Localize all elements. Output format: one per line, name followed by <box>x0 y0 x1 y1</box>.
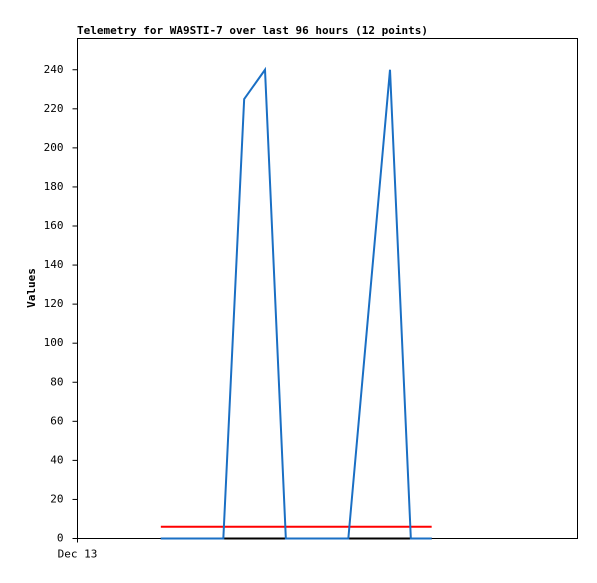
y-tick-label: 120 <box>44 297 64 310</box>
y-tick-label: 200 <box>44 141 64 154</box>
y-tick-label: 60 <box>50 414 63 427</box>
y-tick-label: 0 <box>57 532 64 545</box>
chart-title: Telemetry for WA9STI-7 over last 96 hour… <box>77 24 428 37</box>
y-tick-label: 20 <box>50 492 63 505</box>
y-axis-label: Values <box>25 268 38 308</box>
y-tick-label: 160 <box>44 219 64 232</box>
y-tick-label: 220 <box>44 102 64 115</box>
plot-frame <box>77 38 578 539</box>
x-tick-label: Dec 13 <box>58 548 98 561</box>
y-tick-label: 80 <box>50 375 63 388</box>
y-tick-label: 100 <box>44 336 64 349</box>
y-tick-label: 180 <box>44 180 64 193</box>
y-tick-label: 240 <box>44 63 64 76</box>
series-line <box>160 66 432 540</box>
y-tick-label: 40 <box>50 453 63 466</box>
y-tick-label: 140 <box>44 258 64 271</box>
